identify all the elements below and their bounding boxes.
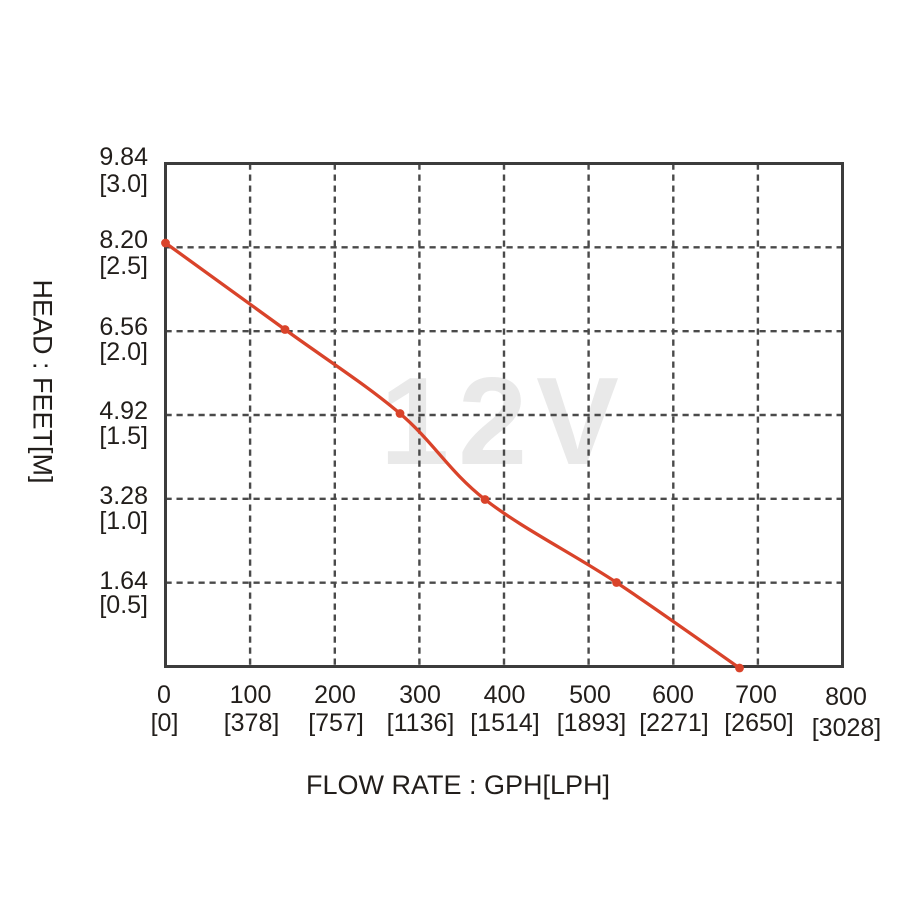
svg-text:[378]: [378] — [224, 709, 280, 737]
svg-text:[0]: [0] — [151, 709, 179, 737]
svg-text:300: 300 — [399, 681, 441, 709]
svg-text:6.56: 6.56 — [99, 313, 148, 341]
svg-text:[3.0]: [3.0] — [99, 170, 148, 198]
svg-text:200: 200 — [314, 681, 356, 709]
svg-text:800: 800 — [825, 683, 867, 711]
svg-text:1.64: 1.64 — [99, 567, 148, 595]
svg-text:[2.0]: [2.0] — [99, 338, 148, 366]
svg-text:[1.5]: [1.5] — [99, 422, 148, 450]
svg-text:0: 0 — [157, 681, 171, 709]
svg-text:[3028]: [3028] — [812, 714, 882, 742]
svg-text:9.84: 9.84 — [99, 143, 148, 171]
svg-text:4.92: 4.92 — [99, 397, 148, 425]
svg-text:[0.5]: [0.5] — [99, 591, 148, 619]
svg-text:HEAD : FEET[M]: HEAD : FEET[M] — [28, 279, 58, 483]
svg-text:400: 400 — [484, 681, 526, 709]
svg-text:[1.0]: [1.0] — [99, 507, 148, 535]
svg-text:700: 700 — [735, 681, 777, 709]
svg-text:8.20: 8.20 — [99, 226, 148, 254]
svg-text:[1136]: [1136] — [387, 709, 455, 737]
svg-text:100: 100 — [230, 681, 272, 709]
svg-text:[757]: [757] — [308, 709, 364, 737]
svg-text:[1893]: [1893] — [557, 709, 627, 737]
svg-text:[2271]: [2271] — [639, 709, 709, 737]
svg-text:[1514]: [1514] — [470, 709, 540, 737]
svg-text:[2650]: [2650] — [724, 709, 794, 737]
svg-text:500: 500 — [569, 681, 611, 709]
svg-text:[2.5]: [2.5] — [99, 252, 148, 280]
svg-text:FLOW RATE : GPH[LPH]: FLOW RATE : GPH[LPH] — [306, 770, 610, 800]
svg-text:600: 600 — [652, 681, 694, 709]
svg-text:3.28: 3.28 — [99, 482, 148, 510]
